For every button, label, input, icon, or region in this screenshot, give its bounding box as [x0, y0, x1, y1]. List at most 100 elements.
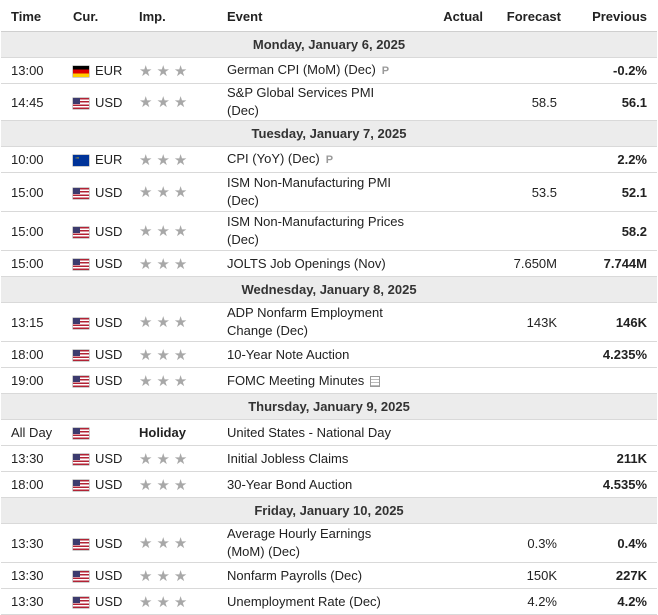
calendar-body: Monday, January 6, 2025 13:00 EUR ★★★ German…	[1, 31, 657, 615]
currency-code: USD	[95, 256, 123, 271]
event-name[interactable]: S&P Global Services PMI (Dec)	[227, 85, 375, 118]
event-cell[interactable]: CPI (YoY) (Dec) P	[221, 146, 411, 173]
importance-stars-icon: ★★★	[139, 62, 192, 80]
day-label: Tuesday, January 7, 2025	[1, 120, 657, 147]
us-flag-icon	[73, 428, 89, 440]
header-time[interactable]: Time	[1, 1, 67, 32]
forecast-value: 4.2%	[489, 588, 567, 615]
currency-cell: USD	[67, 445, 133, 472]
currency-code: USD	[95, 477, 123, 492]
importance-stars-icon: ★★★	[139, 450, 192, 468]
event-cell[interactable]: FOMC Meeting Minutes	[221, 367, 411, 394]
event-cell[interactable]: United States - National Day	[221, 419, 411, 446]
event-name[interactable]: Initial Jobless Claims	[227, 450, 349, 466]
event-cell[interactable]: Nonfarm Payrolls (Dec)	[221, 562, 411, 589]
event-row[interactable]: 13:30 USD ★★★ Initial Jobless Claims 211K	[1, 445, 657, 472]
event-cell[interactable]: ISM Non-Manufacturing Prices (Dec)	[221, 211, 411, 251]
preliminary-icon[interactable]: P	[381, 64, 390, 77]
event-name[interactable]: United States - National Day	[227, 424, 392, 440]
document-icon[interactable]	[370, 375, 381, 387]
event-name[interactable]: JOLTS Job Openings (Nov)	[227, 255, 386, 271]
header-row: Time Cur. Imp. Event Actual Forecast Pre…	[1, 1, 657, 32]
actual-value	[411, 471, 489, 498]
event-name[interactable]: ADP Nonfarm Employment Change (Dec)	[227, 305, 383, 338]
event-cell[interactable]: Unemployment Rate (Dec)	[221, 588, 411, 615]
event-cell[interactable]: ADP Nonfarm Employment Change (Dec)	[221, 302, 411, 342]
us-flag-icon	[73, 226, 89, 238]
currency-code: USD	[95, 347, 123, 362]
importance-stars-icon: ★★★	[139, 593, 192, 611]
event-time: 13:30	[1, 445, 67, 472]
us-flag-icon	[73, 571, 89, 583]
actual-value	[411, 341, 489, 368]
event-row[interactable]: 14:45 USD ★★★ S&P Global Services PMI (Dec)…	[1, 83, 657, 121]
importance-stars-icon: ★★★	[139, 372, 192, 390]
day-label: Friday, January 10, 2025	[1, 497, 657, 524]
currency-code: EUR	[95, 63, 123, 78]
actual-value	[411, 302, 489, 342]
header-actual[interactable]: Actual	[411, 1, 489, 32]
event-cell[interactable]: JOLTS Job Openings (Nov)	[221, 250, 411, 277]
previous-value: -0.2%	[567, 57, 657, 84]
forecast-value	[489, 471, 567, 498]
importance-stars-icon: ★★★	[139, 314, 192, 331]
event-name[interactable]: 10-Year Note Auction	[227, 346, 350, 362]
event-cell[interactable]: ISM Non-Manufacturing PMI (Dec)	[221, 172, 411, 212]
event-cell[interactable]: German CPI (MoM) (Dec) P	[221, 57, 411, 84]
event-cell[interactable]: S&P Global Services PMI (Dec)	[221, 83, 411, 121]
event-name[interactable]: 30-Year Bond Auction	[227, 476, 353, 492]
event-row[interactable]: 10:00 EUR ★★★ CPI (YoY) (Dec) P 2.2%	[1, 146, 657, 173]
currency-cell: USD	[67, 341, 133, 368]
header-currency[interactable]: Cur.	[67, 1, 133, 32]
importance-cell: ★★★	[133, 250, 221, 277]
event-row[interactable]: 15:00 USD ★★★ JOLTS Job Openings (Nov) 7.650…	[1, 250, 657, 277]
event-row[interactable]: All Day Holiday United States - National D…	[1, 419, 657, 446]
previous-value: 56.1	[567, 83, 657, 121]
event-name[interactable]: Unemployment Rate (Dec)	[227, 593, 381, 609]
currency-code: USD	[95, 94, 123, 110]
currency-code: USD	[95, 223, 123, 239]
previous-value: 227K	[567, 562, 657, 589]
currency-code: EUR	[95, 152, 123, 167]
event-row[interactable]: 18:00 USD ★★★ 30-Year Bond Auction 4.535%	[1, 471, 657, 498]
currency-cell: USD	[67, 523, 133, 563]
event-row[interactable]: 15:00 USD ★★★ ISM Non-Manufacturing PMI (De…	[1, 172, 657, 212]
header-forecast[interactable]: Forecast	[489, 1, 567, 32]
event-time: 10:00	[1, 146, 67, 173]
actual-value	[411, 250, 489, 277]
event-name[interactable]: Average Hourly Earnings (MoM) (Dec)	[227, 526, 372, 559]
event-row[interactable]: 13:00 EUR ★★★ German CPI (MoM) (Dec) P -0.2%	[1, 57, 657, 84]
event-row[interactable]: 13:30 USD ★★★ Nonfarm Payrolls (Dec) 150K 227…	[1, 562, 657, 589]
event-row[interactable]: 18:00 USD ★★★ 10-Year Note Auction 4.235%	[1, 341, 657, 368]
event-row[interactable]: 13:30 USD ★★★ Unemployment Rate (Dec) 4.2% 4.…	[1, 588, 657, 615]
event-name[interactable]: CPI (YoY) (Dec)	[227, 151, 320, 167]
importance-stars-icon: ★★★	[139, 476, 192, 494]
importance-stars-icon: ★★★	[139, 184, 192, 201]
event-name[interactable]: German CPI (MoM) (Dec)	[227, 62, 376, 78]
event-name[interactable]: FOMC Meeting Minutes	[227, 372, 365, 388]
currency-code: USD	[95, 535, 123, 551]
header-previous[interactable]: Previous	[567, 1, 657, 32]
header-importance[interactable]: Imp.	[133, 1, 221, 32]
event-cell[interactable]: Initial Jobless Claims	[221, 445, 411, 472]
currency-code: USD	[95, 594, 123, 609]
event-name[interactable]: Nonfarm Payrolls (Dec)	[227, 567, 363, 583]
event-row[interactable]: 15:00 USD ★★★ ISM Non-Manufacturing Prices …	[1, 211, 657, 251]
importance-holiday: Holiday	[133, 419, 221, 446]
preliminary-icon[interactable]: P	[325, 153, 334, 166]
currency-code: USD	[95, 373, 123, 388]
importance-cell: ★★★	[133, 562, 221, 589]
event-cell[interactable]: Average Hourly Earnings (MoM) (Dec)	[221, 523, 411, 563]
event-cell[interactable]: 30-Year Bond Auction	[221, 471, 411, 498]
event-row[interactable]: 13:30 USD ★★★ Average Hourly Earnings (MoM)…	[1, 523, 657, 563]
currency-cell: EUR	[67, 146, 133, 173]
event-row[interactable]: 13:15 USD ★★★ ADP Nonfarm Employment Change…	[1, 302, 657, 342]
day-header-row: Tuesday, January 7, 2025	[1, 120, 657, 147]
event-row[interactable]: 19:00 USD ★★★ FOMC Meeting Minutes	[1, 367, 657, 394]
event-time: 13:00	[1, 57, 67, 84]
event-cell[interactable]: 10-Year Note Auction	[221, 341, 411, 368]
event-name[interactable]: ISM Non-Manufacturing PMI (Dec)	[227, 175, 392, 208]
header-event[interactable]: Event	[221, 1, 411, 32]
event-name[interactable]: ISM Non-Manufacturing Prices (Dec)	[227, 214, 405, 247]
us-flag-icon	[73, 597, 89, 609]
